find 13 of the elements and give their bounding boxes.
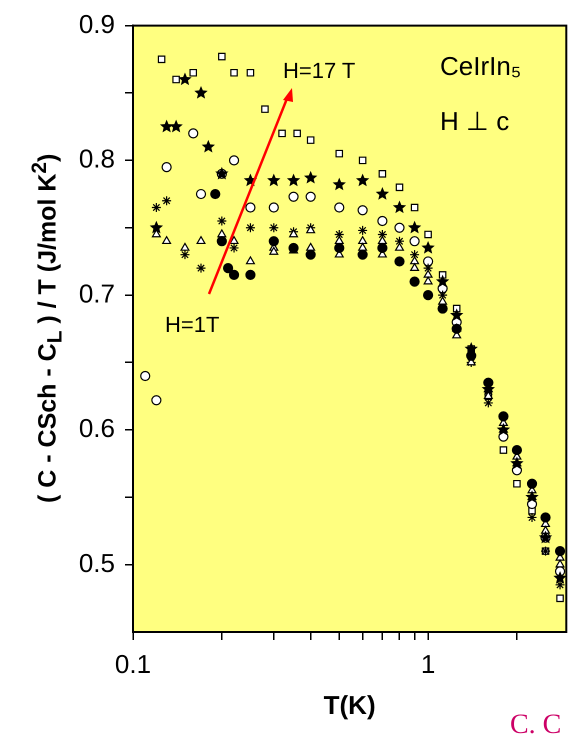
y-tick-label: 0.7 [78,278,115,308]
y-tick-label: 0.9 [78,8,115,39]
x-axis-title: T(K) [324,690,376,721]
y-tick-label: 0.8 [78,144,115,174]
annotation: H=1T [165,312,220,337]
x-tick-label: 1 [420,648,436,679]
annotation: H ⊥ c [440,106,510,136]
y-tick-label: 0.6 [78,413,115,444]
x-tick-label: 0.1 [114,648,152,679]
text: C. C [510,709,562,736]
annotation: H=17 T [283,58,356,83]
annotation: CeIrIn₅ [440,51,522,81]
y-tick-label: 0.5 [78,548,115,578]
